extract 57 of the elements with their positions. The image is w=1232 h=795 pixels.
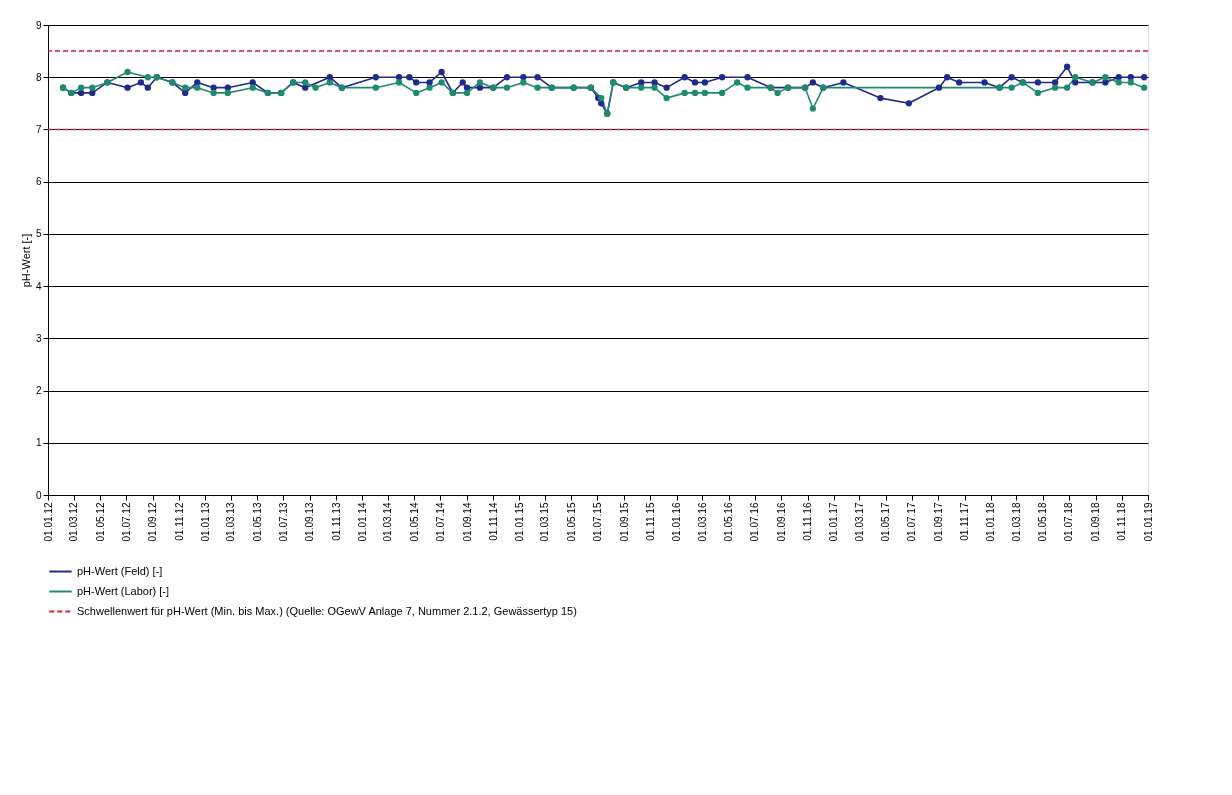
x-tick-label: 01.05.17 (880, 502, 892, 542)
x-tick-label: 01.05.13 (251, 502, 263, 542)
x-tick-label: 01.01.12 (42, 502, 54, 542)
x-tick-label: 01.03.18 (1010, 502, 1022, 542)
x-tick-label: 01.01.14 (356, 502, 368, 542)
x-tick-label: 01.05.18 (1037, 502, 1049, 542)
x-tick-label: 01.09.18 (1090, 502, 1102, 542)
y-tick-label: 8 (35, 71, 42, 83)
x-tick-label: 01.03.16 (696, 502, 708, 542)
y-tick-label: 7 (35, 123, 42, 135)
x-tick-label: 01.09.16 (775, 502, 787, 542)
x-tick-label: 01.09.12 (147, 502, 159, 542)
x-tick-label: 01.11.13 (330, 502, 342, 541)
y-tick-label: 0 (35, 489, 42, 501)
x-tick-label: 01.09.17 (933, 502, 944, 542)
x-tick-label: 01.11.15 (644, 502, 656, 541)
x-tick-label: 01.01.17 (828, 502, 840, 542)
x-tick-label: 01.11.18 (1116, 502, 1128, 541)
y-axis-title: pH-Wert [-] (19, 233, 32, 288)
x-tick-label: 01.01.18 (985, 502, 997, 542)
x-tick-label: 01.09.13 (304, 502, 316, 542)
y-tick-label: 2 (35, 385, 42, 397)
x-tick-label: 01.11.17 (959, 502, 971, 541)
x-tick-label: 01.11.12 (173, 502, 185, 541)
legend-label: pH-Wert (Labor) [-] (77, 584, 170, 597)
y-tick-label: 5 (35, 228, 42, 240)
x-tick-label: 01.05.15 (565, 502, 577, 542)
x-tick-label: 01.03.14 (382, 502, 394, 542)
x-tick-label: 01.03.15 (539, 502, 551, 542)
y-tick-label: 1 (35, 437, 42, 449)
x-tick-label: 01.01.19 (1142, 502, 1154, 542)
x-tick-label: 01.05.12 (94, 502, 106, 542)
x-tick-label: 01.07.16 (749, 502, 761, 542)
x-tick-label: 01.03.17 (853, 502, 865, 542)
legend-label: pH-Wert (Feld) [-] (77, 564, 163, 577)
x-tick-label: 01.09.14 (461, 502, 473, 542)
x-tick-label: 01.09.15 (618, 502, 630, 542)
x-tick-label: 01.07.13 (277, 502, 289, 542)
x-tick-label: 01.07.17 (906, 502, 918, 542)
y-tick-label: 4 (35, 280, 42, 292)
x-tick-label: 01.07.15 (591, 502, 603, 542)
y-tick-label: 6 (35, 176, 42, 188)
x-tick-label: 01.05.16 (723, 502, 735, 542)
x-tick-label: 01.01.15 (513, 502, 525, 542)
x-tick-label: 01.01.13 (199, 502, 211, 542)
x-tick-label: 01.03.12 (68, 502, 80, 542)
x-tick-label: 01.03.13 (225, 502, 237, 542)
x-tick-label: 01.01.16 (671, 502, 683, 542)
x-tick-label: 01.11.16 (802, 502, 814, 541)
y-tick-label: 9 (35, 19, 42, 31)
x-tick-label: 01.05.14 (408, 502, 420, 542)
x-tick-label: 01.07.18 (1063, 502, 1075, 542)
y-tick-label: 3 (35, 332, 42, 344)
x-tick-label: 01.07.12 (120, 502, 132, 542)
x-tick-label: 01.07.14 (434, 502, 446, 542)
legend-label: Schwellenwert für pH-Wert (Min. bis Max.) (Quelle: OGewV Anlage 7, Nummer 2.1.2, Gewässertyp 15) (77, 604, 577, 617)
x-tick-label: 01.11.14 (487, 502, 499, 541)
